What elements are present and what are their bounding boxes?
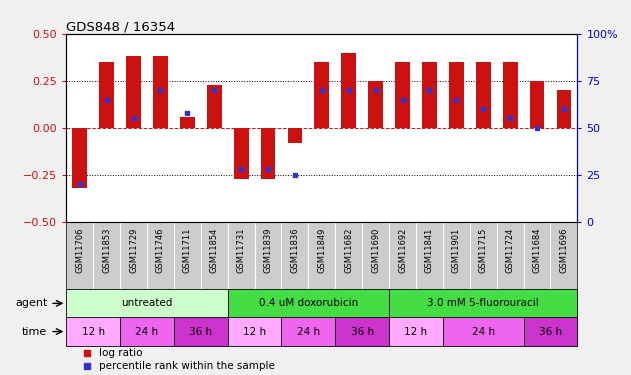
Bar — [503, 62, 517, 128]
Bar — [422, 62, 437, 128]
Bar — [153, 56, 168, 128]
Bar — [529, 81, 545, 128]
Text: GSM11715: GSM11715 — [479, 227, 488, 273]
Bar — [395, 62, 410, 128]
Text: GSM11841: GSM11841 — [425, 227, 434, 273]
Bar — [73, 128, 87, 188]
Bar — [557, 90, 571, 128]
Bar — [389, 318, 443, 346]
Text: GSM11836: GSM11836 — [290, 227, 299, 273]
Text: GSM11690: GSM11690 — [371, 227, 380, 273]
Text: GSM11711: GSM11711 — [183, 227, 192, 273]
Text: time: time — [22, 327, 47, 337]
Bar — [228, 318, 281, 346]
Text: 12 h: 12 h — [81, 327, 105, 337]
Text: GSM11901: GSM11901 — [452, 227, 461, 273]
Text: GSM11853: GSM11853 — [102, 227, 111, 273]
Bar — [369, 81, 383, 128]
Text: GSM11854: GSM11854 — [209, 227, 219, 273]
Bar — [524, 318, 577, 346]
Bar — [99, 62, 114, 128]
Text: 3.0 mM 5-fluorouracil: 3.0 mM 5-fluorouracil — [427, 298, 539, 308]
Bar — [261, 128, 275, 179]
Text: GSM11731: GSM11731 — [237, 227, 245, 273]
Bar — [476, 62, 491, 128]
Text: GSM11696: GSM11696 — [560, 227, 569, 273]
Text: GSM11706: GSM11706 — [75, 227, 84, 273]
Text: 12 h: 12 h — [404, 327, 428, 337]
Text: GSM11839: GSM11839 — [264, 227, 273, 273]
Text: untreated: untreated — [121, 298, 173, 308]
Text: 24 h: 24 h — [136, 327, 158, 337]
Text: 12 h: 12 h — [243, 327, 266, 337]
Bar — [335, 318, 389, 346]
Bar — [341, 53, 356, 128]
Bar — [288, 128, 302, 143]
Text: agent: agent — [15, 298, 47, 308]
Bar — [174, 318, 228, 346]
Text: 24 h: 24 h — [297, 327, 320, 337]
Text: 24 h: 24 h — [471, 327, 495, 337]
Bar — [449, 62, 464, 128]
Text: 0.4 uM doxorubicin: 0.4 uM doxorubicin — [259, 298, 358, 308]
Bar — [126, 56, 141, 128]
Text: GDS848 / 16354: GDS848 / 16354 — [66, 21, 175, 34]
Text: GSM11724: GSM11724 — [505, 227, 515, 273]
Bar — [233, 128, 249, 179]
Text: GSM11746: GSM11746 — [156, 227, 165, 273]
Bar — [120, 318, 174, 346]
Bar — [180, 117, 195, 128]
Bar — [443, 318, 524, 346]
Bar — [281, 318, 335, 346]
Text: 36 h: 36 h — [351, 327, 374, 337]
Text: log ratio: log ratio — [100, 348, 143, 358]
Bar — [228, 289, 389, 318]
Bar — [66, 318, 120, 346]
Text: GSM11729: GSM11729 — [129, 227, 138, 273]
Bar — [207, 85, 221, 128]
Text: percentile rank within the sample: percentile rank within the sample — [100, 361, 275, 370]
Text: GSM11849: GSM11849 — [317, 227, 326, 273]
Text: GSM11682: GSM11682 — [345, 227, 353, 273]
Bar — [314, 62, 329, 128]
Text: GSM11692: GSM11692 — [398, 227, 407, 273]
Text: 36 h: 36 h — [539, 327, 562, 337]
Text: GSM11684: GSM11684 — [533, 227, 541, 273]
Text: 36 h: 36 h — [189, 327, 212, 337]
Bar — [66, 289, 228, 318]
Bar — [389, 289, 577, 318]
